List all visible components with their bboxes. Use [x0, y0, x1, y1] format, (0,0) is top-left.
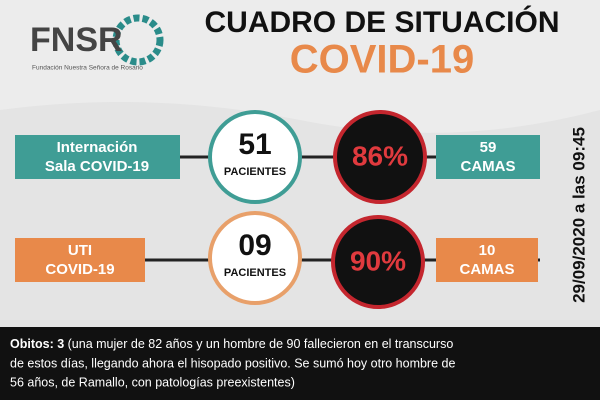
beds: 59 — [480, 139, 497, 156]
footer-lead: Obitos: 3 — [10, 337, 64, 351]
label: Sala COVID-19 — [45, 158, 149, 175]
beds: CAMAS — [461, 158, 516, 175]
percent: 90% — [350, 245, 406, 276]
percent-circle — [333, 110, 427, 204]
beds: 10 — [479, 242, 496, 259]
label: COVID-19 — [45, 261, 114, 278]
footer-text: (una mujer de 82 años y un hombre de 90 … — [64, 337, 453, 351]
subtitle: COVID-19 — [290, 38, 475, 82]
logo-text: FNSR — [30, 21, 123, 59]
count: 09 — [238, 229, 271, 262]
count-circle — [208, 110, 302, 204]
count-circle — [208, 211, 302, 305]
footer-line: Obitos: 3 (una mujer de 82 años y un hom… — [10, 337, 453, 351]
footer-line: de estos días, llegando ahora el hisopad… — [10, 356, 455, 370]
row: UTI COVID-19 09 PACIENTES 90% 10 CAMAS — [15, 211, 540, 309]
logo: FNSR Fundación Nuestra Señora de Rosario — [30, 14, 164, 72]
date: 29/09/2020 a las 09:45 — [569, 127, 588, 303]
label: UTI — [68, 242, 92, 259]
label-box — [15, 135, 180, 179]
percent: 86% — [352, 140, 408, 171]
label-box — [15, 238, 145, 282]
row: Internación Sala COVID-19 51 PACIENTES 8… — [15, 110, 540, 204]
label: Internación — [57, 139, 138, 156]
percent-circle — [331, 215, 425, 309]
beds-box — [436, 238, 538, 282]
logo-subtitle: Fundación Nuestra Señora de Rosario — [32, 65, 143, 72]
footer-line: 56 años, de Ramallo, con patologías pree… — [10, 375, 295, 389]
count-unit: PACIENTES — [224, 166, 286, 178]
beds: CAMAS — [460, 261, 515, 278]
beds-box — [436, 135, 540, 179]
count-unit: PACIENTES — [224, 267, 286, 279]
footer-box — [0, 327, 600, 400]
gear-icon — [112, 14, 164, 66]
count: 51 — [238, 128, 271, 161]
title: CUADRO DE SITUACIÓN — [204, 5, 559, 39]
